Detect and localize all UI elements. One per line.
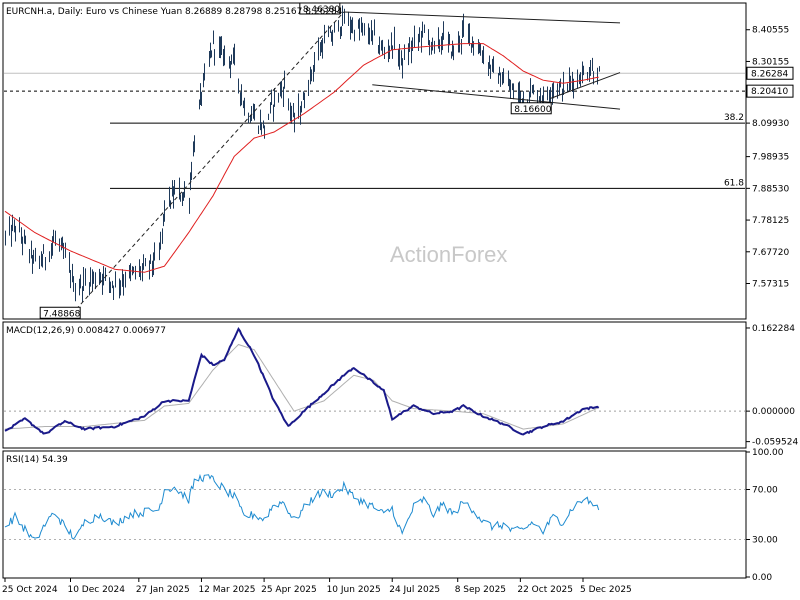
macd-axis-tick-label: -0.059524 [752, 438, 798, 448]
macd-title: MACD(12,26,9) 0.008427 0.006977 [6, 326, 166, 336]
fib-label: 61.8 [724, 178, 744, 188]
price-axis-tick-label: 8.09930 [752, 119, 789, 129]
level-tag: 8.20410 [751, 87, 788, 97]
price-axis-tick-label: 7.78125 [752, 216, 789, 226]
rsi-title: RSI(14) 54.39 [6, 455, 68, 465]
annotation-box [510, 102, 552, 115]
price-axis-tick-label: 7.88530 [752, 184, 789, 194]
rsi-line [4, 473, 600, 540]
annotation-box [39, 306, 81, 319]
macd-signal-line [4, 343, 599, 430]
macd-axis-tick-label: 0.162284 [752, 324, 795, 334]
price-axis-tick-label: 8.30155 [752, 57, 789, 67]
price-axis-tick-label: 7.67720 [752, 248, 789, 258]
price-axis-tick-label: 7.98935 [752, 153, 789, 163]
x-axis-tick-label: 25 Oct 2024 [2, 585, 58, 595]
trendline [372, 84, 621, 110]
level-tag-box [746, 84, 794, 98]
x-axis-tick-label: 25 Apr 2025 [261, 585, 317, 595]
trendline [550, 72, 621, 99]
x-axis-tick-label: 12 Mar 2025 [198, 585, 255, 595]
price-panel-frame [2, 2, 747, 320]
x-axis-tick-label: 27 Jan 2025 [136, 585, 190, 595]
macd-line [4, 327, 600, 436]
trendline [343, 11, 621, 24]
annotation-label: 7.48868 [43, 309, 80, 319]
macd-axis-tick-label: 0.000000 [752, 407, 795, 417]
trendline [75, 11, 345, 310]
watermark: ActionForex [390, 242, 507, 267]
x-axis-tick-label: 10 Dec 2024 [67, 585, 125, 595]
fib-label: 38.2 [724, 113, 744, 123]
price-axis-tick-label: 7.57315 [752, 280, 789, 290]
x-axis-tick-label: 24 Jul 2025 [389, 585, 440, 595]
x-axis-tick-label: 8 Sep 2025 [455, 585, 506, 595]
current-price-tag: 8.26284 [751, 69, 788, 79]
moving-average-line [4, 43, 599, 273]
rsi-panel-frame [2, 450, 747, 579]
annotation-label: 8.46380 [303, 5, 340, 15]
x-axis-tick-label: 10 Jun 2025 [327, 585, 381, 595]
rsi-axis-tick-label: 100.00 [752, 448, 784, 458]
current-price-tag-box [746, 66, 794, 80]
price-axis-tick-label: 8.40555 [752, 26, 789, 36]
rsi-axis-tick-label: 0.00 [752, 573, 772, 583]
price-chart-title: EURCNH.a, Daily: Euro vs Chinese Yuan 8.… [6, 7, 343, 17]
x-axis-tick-label: 5 Dec 2025 [580, 585, 632, 595]
annotation-box [299, 2, 341, 15]
rsi-axis-tick-label: 70.00 [752, 486, 778, 496]
annotation-label: 8.16600 [514, 105, 551, 115]
rsi-axis-tick-label: 30.00 [752, 536, 778, 546]
x-axis-tick-label: 22 Oct 2025 [517, 585, 573, 595]
